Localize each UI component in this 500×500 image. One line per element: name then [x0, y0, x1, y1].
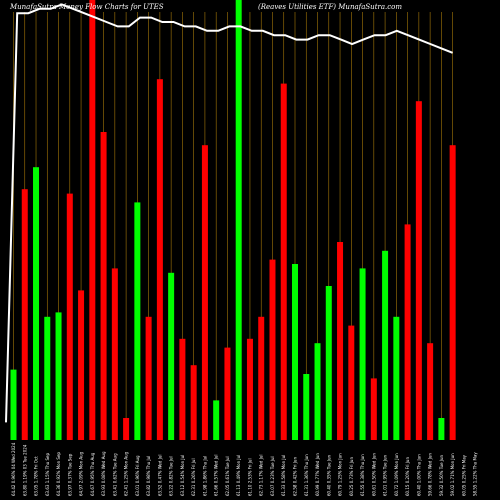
x-tick-label: 61.10 2.53% Fri Jul — [248, 458, 253, 496]
bar-1 — [10, 369, 17, 440]
bar-32 — [359, 268, 366, 440]
bar-28 — [314, 343, 321, 440]
x-tick-label: 59.02 1.71% Mon Jun — [450, 453, 455, 496]
bar-4 — [44, 316, 51, 440]
x-tick-label: 61.33 0.58% Mon Jul — [281, 455, 286, 496]
x-tick-label: 63.05 1.78% Fri Oct — [34, 456, 39, 496]
x-tick-label: 62.73 1.17% Wed Jul — [259, 454, 264, 496]
bar-10 — [111, 268, 118, 440]
x-tick-label: 60.15 0.20% Fri Jun — [405, 457, 410, 496]
bar-27 — [303, 374, 310, 440]
x-tick-label: 60.61 0.50% Wed Jun — [371, 453, 376, 496]
x-tick-label: 59.32 0.50% Tue Jun — [439, 454, 444, 496]
x-tick-label: 63.41 0.62% Tue Aug — [112, 453, 117, 496]
x-tick-label: 61.98 1.86% Thu Jul — [202, 456, 207, 496]
x-tick-label: 61.13 0.49% Mon Jul — [236, 455, 241, 496]
x-tick-label: 61.31 1.36% Thu Jun — [304, 454, 309, 496]
x-tick-label: 62.05 0.61% Tue Jul — [225, 456, 230, 496]
x-tick-label: 60.05 0.25% Fri May — [461, 454, 466, 496]
x-tick-label: 61.01 0.95% Tue Jun — [383, 454, 388, 496]
x-tick-label: 61.55 0.38% Thu Jun — [360, 454, 365, 496]
bar-5 — [55, 312, 62, 440]
bar-38 — [427, 343, 434, 440]
x-tick-label: 60.99 0.77% Wed Jun — [315, 453, 320, 496]
x-tick-label: 60.25 0.73% Fri Jun — [349, 457, 354, 496]
bar-23 — [258, 316, 265, 440]
bar-6 — [66, 193, 73, 440]
bars-group — [10, 0, 456, 440]
bar-21 — [235, 0, 242, 440]
money-flow-line-group — [5, 3, 453, 423]
x-tick-label: 63.82 0.98% Thu Jul — [146, 456, 151, 496]
x-tick-label: 63.22 0.82% Tue Jul — [169, 456, 174, 496]
bar-17 — [190, 365, 197, 440]
bar-8 — [89, 0, 96, 440]
bar-20 — [224, 347, 231, 440]
bar-13 — [145, 316, 152, 440]
bar-37 — [415, 101, 422, 440]
x-tick-label: 64.67 0.95% Thu Aug — [90, 452, 95, 496]
x-tick-label: 63.80 1.19% 03 Tue 2024 — [22, 444, 27, 496]
x-tick-label: 63.97 0.37% Tue Sep — [67, 453, 72, 496]
bar-39 — [438, 418, 445, 440]
bar-11 — [123, 418, 130, 440]
bar-25 — [280, 83, 287, 440]
x-tick-label: 59.66 0.78% Wed Jun — [428, 453, 433, 496]
x-tick-label: 63.01 0.96% Fri Aug — [135, 455, 140, 496]
x-tick-label: 64.97 2.09% Mon Aug — [79, 451, 84, 496]
bar-34 — [382, 250, 389, 440]
bar-7 — [78, 290, 85, 440]
x-tick-label: 64.42 0.96% 04 Wed 2024 — [11, 442, 16, 496]
bar-18 — [201, 145, 208, 440]
x-tick-label: 63.07 0.23% Tue Jul — [270, 456, 275, 496]
x-tick-label: 60.40 0.35% Tue Jun — [326, 454, 331, 496]
bar-31 — [348, 325, 355, 440]
bar-35 — [393, 316, 400, 440]
x-tick-label: 60.79 1.25% Mon Jun — [338, 453, 343, 496]
bar-22 — [246, 338, 253, 440]
x-tick-label: 62.58 0.42% Fri Jun — [293, 457, 298, 496]
bar-15 — [168, 272, 175, 440]
bar-30 — [337, 242, 344, 440]
bar-3 — [33, 167, 40, 440]
chart-title-right: (Reaves Utilities ETF) MunafaSutra.com — [258, 3, 402, 11]
chart-title-left: MunafaSutra Money Flow Charts for UTES — [9, 3, 164, 11]
x-tick-label: 63.63 1.15% Thu Sep — [45, 453, 50, 496]
x-tick-label: 60.40 1.00% Thu Jun — [416, 454, 421, 496]
x-tick-label: 62.31 0.26% Fri Jul — [191, 458, 196, 496]
bar-12 — [134, 202, 141, 440]
bar-29 — [325, 286, 332, 440]
bar-16 — [179, 338, 186, 440]
x-tick-label: 63.93 0.08% Wed Aug — [101, 451, 106, 496]
bar-40 — [449, 145, 456, 440]
x-tick-labels: 64.42 0.96% 04 Wed 2024 63.80 1.19% 03 Tu… — [11, 442, 478, 496]
bar-36 — [404, 224, 411, 440]
bar-9 — [100, 132, 107, 440]
money-flow-line — [5, 3, 453, 423]
x-tick-label: 60.72 1.09% Mon Jun — [394, 453, 399, 496]
bar-33 — [370, 378, 377, 440]
x-tick-label: 61.66 0.57% Wed Jul — [214, 454, 219, 496]
bar-26 — [292, 264, 298, 440]
bar-19 — [213, 400, 220, 440]
bar-14 — [156, 79, 163, 440]
x-tick-label: 58.55 1.22% Thu May — [473, 452, 478, 496]
bar-2 — [21, 189, 28, 440]
x-tick-label: 63.12 0.54% Mon Jul — [180, 455, 185, 496]
x-tick-label: 64.36 0.92% Mon Sep — [56, 452, 61, 496]
bar-24 — [269, 259, 276, 440]
x-tick-label: 63.52 0.47% Wed Jul — [157, 454, 162, 496]
x-tick-label: 62.41 1.25% Mon Aug — [124, 451, 129, 496]
